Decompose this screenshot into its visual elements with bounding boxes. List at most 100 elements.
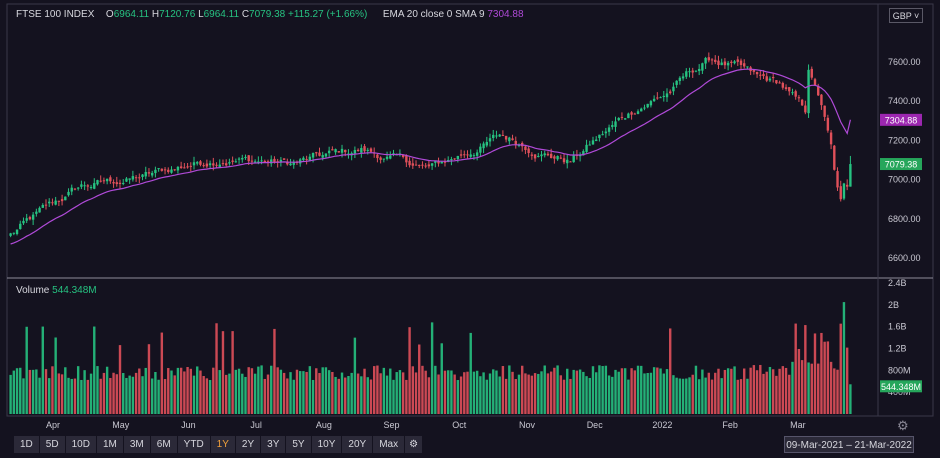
candle-body: [356, 149, 360, 152]
candle-body: [743, 63, 746, 67]
candle-body: [105, 178, 109, 182]
candle-body: [41, 204, 44, 208]
currency-selector[interactable]: GBP ˅: [889, 8, 923, 23]
candle-body: [514, 140, 517, 145]
volume-bar: [685, 378, 688, 414]
candle-body: [321, 155, 324, 158]
candle-body: [379, 157, 382, 160]
volume-bar: [800, 360, 804, 414]
volume-bar: [160, 332, 164, 414]
volume-bar: [421, 365, 424, 414]
range-button-2y[interactable]: 2Y: [235, 436, 261, 453]
volume-bar: [578, 369, 582, 414]
time-tick-label: Oct: [452, 420, 467, 430]
candle-body: [366, 149, 369, 151]
candle-body: [115, 182, 118, 185]
volume-bar: [836, 369, 839, 414]
volume-bar: [691, 374, 694, 414]
volume-bar: [707, 372, 711, 414]
range-button-1y[interactable]: 1Y: [210, 436, 235, 453]
candle-body: [324, 153, 328, 157]
candle-body: [244, 156, 247, 158]
volume-bar: [167, 368, 170, 414]
candle-body: [173, 169, 176, 171]
volume-bar: [514, 379, 517, 414]
candle-body: [427, 164, 431, 167]
candle-body: [453, 158, 456, 160]
volume-label: Volume: [16, 285, 50, 296]
volume-bar: [453, 374, 456, 414]
date-range-picker[interactable]: 09-Mar-2021 – 21-Mar-2022: [784, 436, 914, 453]
volume-bar: [302, 371, 305, 414]
candle-body: [83, 185, 86, 187]
toolbar-settings-gear-icon[interactable]: ⚙: [405, 436, 423, 453]
candle-body: [746, 66, 749, 68]
candle-body: [67, 191, 70, 196]
candle-body: [614, 121, 617, 127]
candle-body: [196, 162, 199, 164]
volume-bar: [305, 371, 308, 414]
volume-bar: [456, 380, 460, 414]
volume-bar: [656, 367, 659, 414]
range-button-10d[interactable]: 10D: [65, 436, 96, 453]
candle-body: [150, 172, 154, 176]
volume-bar: [401, 372, 405, 414]
range-button-3m[interactable]: 3M: [123, 436, 150, 453]
volume-bar: [70, 378, 73, 414]
candle-body: [122, 182, 125, 184]
volume-bar: [630, 368, 633, 414]
candle-body: [607, 127, 611, 132]
candle-body: [199, 161, 202, 165]
candle-body: [643, 107, 646, 109]
candle-body: [263, 160, 266, 163]
range-button-10y[interactable]: 10Y: [311, 436, 342, 453]
candle-body: [125, 178, 128, 182]
volume-bar: [86, 379, 90, 414]
candle-body: [344, 149, 347, 153]
range-button-1m[interactable]: 1M: [96, 436, 123, 453]
volume-bar: [743, 368, 746, 414]
volume-bar: [205, 378, 209, 414]
candle-body: [839, 186, 842, 200]
candle-body: [549, 153, 553, 159]
volume-bar: [553, 367, 556, 414]
candle-body: [759, 74, 762, 76]
volume-bar: [115, 374, 118, 414]
range-button-20y[interactable]: 20Y: [342, 436, 373, 453]
chart-settings-gear-icon[interactable]: ⚙: [897, 418, 909, 433]
volume-bar: [720, 378, 723, 414]
range-button-6m[interactable]: 6M: [150, 436, 177, 453]
candle-body: [334, 149, 337, 153]
volume-bar: [102, 372, 106, 414]
candle-body: [353, 150, 357, 154]
time-tick-label: Jul: [250, 420, 262, 430]
candle-body: [778, 82, 781, 84]
volume-bar: [788, 374, 791, 414]
volume-bar: [250, 368, 254, 414]
volume-bar: [289, 372, 292, 414]
candle-body: [836, 171, 839, 188]
range-button-5d[interactable]: 5D: [39, 436, 65, 453]
range-button-3y[interactable]: 3Y: [261, 436, 286, 453]
candle-body: [118, 182, 122, 185]
range-button-max[interactable]: Max: [373, 436, 405, 453]
candle-body: [308, 156, 312, 161]
range-button-5y[interactable]: 5Y: [286, 436, 311, 453]
candle-body: [591, 140, 595, 145]
price-pane[interactable]: [9, 52, 852, 238]
candle-body: [730, 61, 733, 63]
candle-body: [51, 202, 54, 204]
volume-pane[interactable]: [9, 302, 852, 414]
volume-bar: [189, 368, 192, 414]
candle-body: [714, 59, 717, 62]
high-label: H: [151, 9, 160, 20]
ema-line: [10, 68, 851, 245]
volume-bar: [57, 373, 61, 414]
candle-body: [282, 158, 286, 160]
range-button-ytd[interactable]: YTD: [177, 436, 210, 453]
candle-body: [530, 154, 534, 156]
range-button-1d[interactable]: 1D: [14, 436, 39, 453]
candle-body: [437, 161, 440, 164]
candle-body: [48, 201, 51, 204]
